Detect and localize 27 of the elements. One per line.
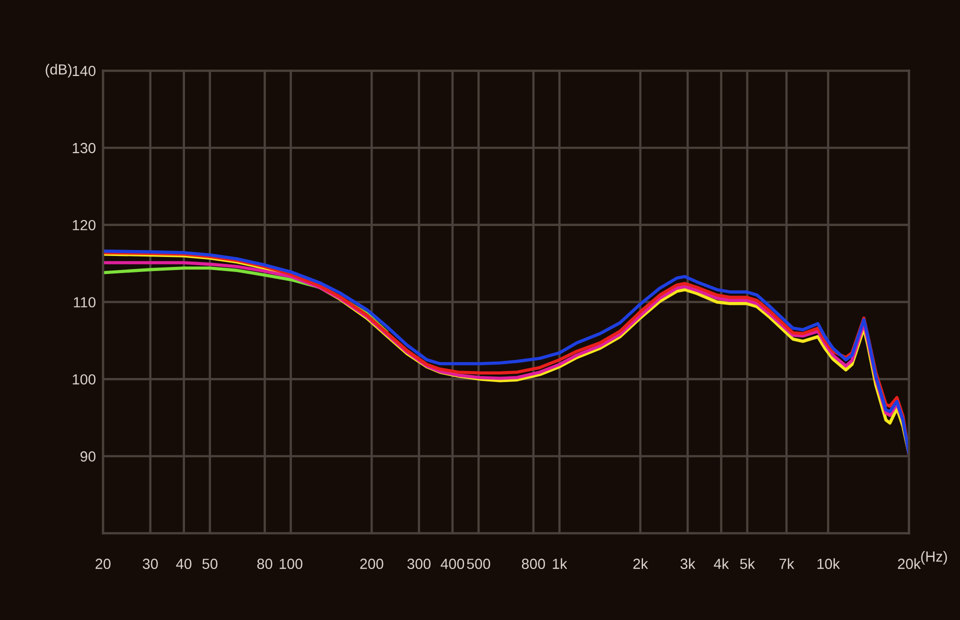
x-tick-label: 4k: [714, 558, 729, 569]
x-tick-label: 5k: [740, 558, 755, 570]
x-tick-label: 1k: [552, 558, 568, 569]
x-tick-label: 7k: [780, 558, 794, 569]
x-axis-title: (Hz): [921, 551, 947, 565]
x-tick-label: 200: [360, 558, 384, 570]
y-tick-label: 140: [72, 66, 96, 76]
x-tick-label: 20: [96, 558, 111, 570]
x-tick-label: 3k: [680, 558, 696, 570]
x-tick-label: 50: [202, 558, 218, 570]
x-tick-label: 400: [440, 558, 464, 570]
y-axis-title: (dB): [46, 64, 72, 78]
x-tick-label: 300: [407, 558, 431, 570]
x-tick-label: 2k: [633, 558, 648, 569]
y-tick-label: 130: [72, 142, 96, 154]
x-tick-label: 20k: [898, 558, 921, 570]
y-tick-label: 100: [72, 374, 96, 385]
y-tick-label: 90: [80, 451, 96, 462]
x-tick-label: 500: [467, 558, 490, 570]
x-tick-label: 40: [176, 558, 192, 570]
x-tick-label: 10k: [817, 558, 840, 570]
x-tick-label: 800: [522, 558, 546, 570]
x-tick-label: 30: [142, 558, 158, 570]
y-tick-label: 110: [74, 297, 96, 308]
x-tick-label: 80: [257, 558, 272, 570]
x-tick-label: 100: [280, 558, 302, 570]
y-tick-label: 120: [72, 220, 96, 230]
